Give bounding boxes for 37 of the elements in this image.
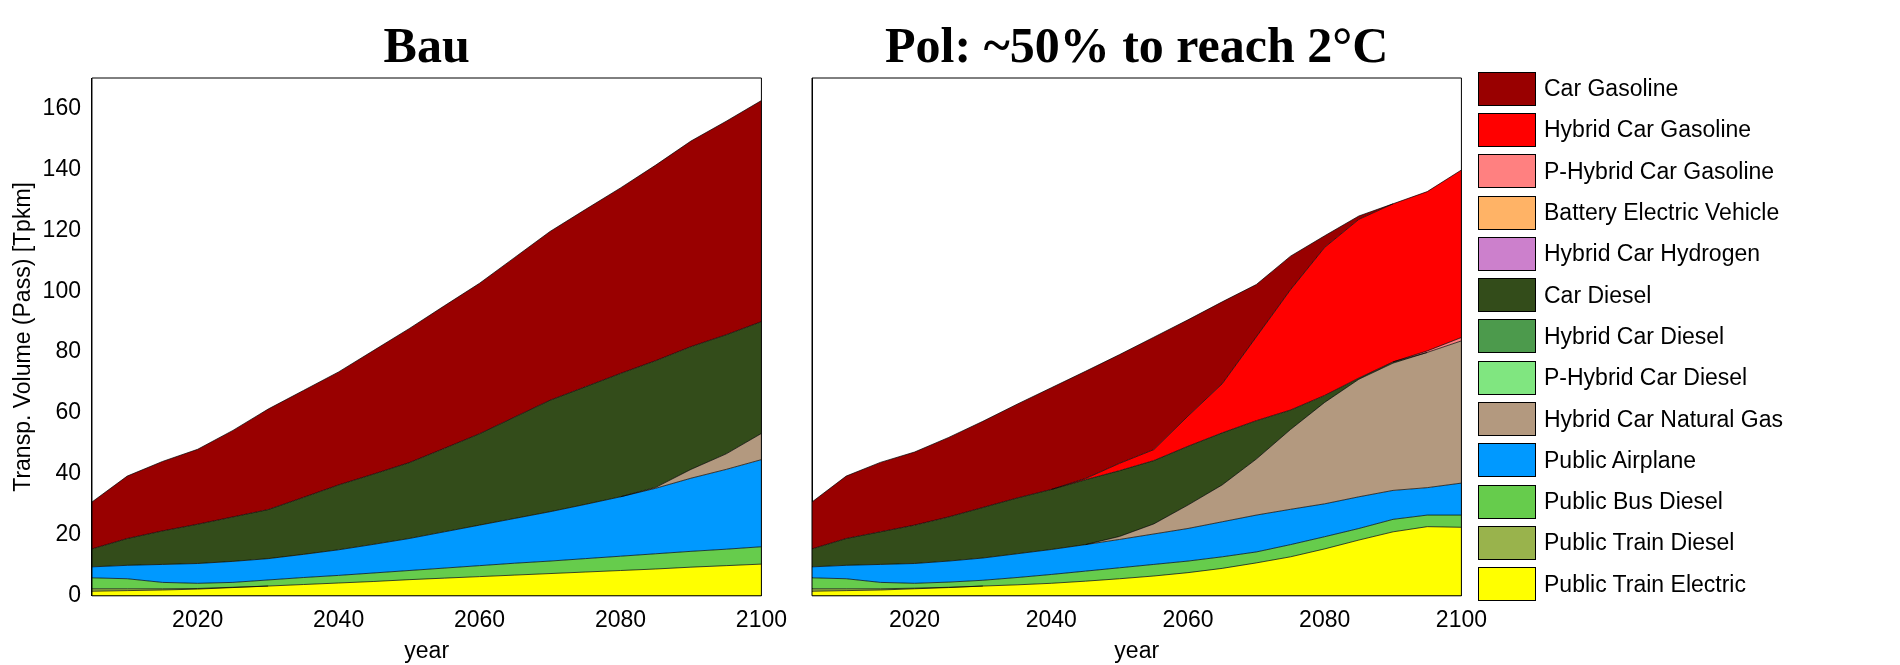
chart-title: Pol: ~50% to reach 2°C — [885, 17, 1389, 73]
x-axis-title: year — [1114, 636, 1160, 663]
legend-label: Battery Electric Vehicle — [1544, 199, 1780, 227]
legend-label: Hybrid Car Diesel — [1544, 322, 1725, 350]
legend-label: Car Gasoline — [1544, 75, 1679, 103]
x-tick-label: 2060 — [453, 605, 506, 632]
legend-label: Hybrid Car Hydrogen — [1544, 240, 1761, 268]
legend-label: Public Train Electric — [1544, 570, 1746, 598]
x-tick-label: 2100 — [1435, 605, 1487, 632]
y-tick-label: 120 — [42, 215, 81, 242]
x-tick-label: 2040 — [1025, 605, 1077, 632]
y-tick-label: 0 — [68, 581, 81, 608]
x-tick-label: 2020 — [172, 605, 224, 632]
legend-label: P-Hybrid Car Diesel — [1544, 364, 1748, 392]
legend-label: Public Train Diesel — [1544, 529, 1735, 557]
x-tick-label: 2080 — [594, 605, 647, 632]
legend-label: Public Bus Diesel — [1544, 488, 1723, 516]
x-axis-title: year — [404, 636, 450, 663]
y-tick-label: 100 — [42, 276, 81, 303]
y-tick-label: 20 — [55, 520, 81, 547]
legend-label: Hybrid Car Natural Gas — [1544, 405, 1784, 433]
y-tick-label: 140 — [42, 154, 81, 181]
legend-label: Hybrid Car Gasoline — [1544, 116, 1752, 144]
legend-label: Car Diesel — [1544, 281, 1652, 309]
y-tick-label: 160 — [42, 93, 81, 120]
legend-label: P-Hybrid Car Gasoline — [1544, 157, 1775, 185]
y-tick-label: 40 — [55, 459, 81, 486]
x-tick-label: 2060 — [1162, 605, 1214, 632]
y-tick-label: 60 — [55, 398, 81, 425]
y-axis-title: Transp. Volume (Pass) [Tpkm] — [9, 182, 36, 492]
x-tick-label: 2020 — [888, 605, 941, 632]
chart-title: Bau — [383, 17, 470, 73]
legend-label: Public Airplane — [1544, 446, 1697, 474]
x-tick-label: 2100 — [735, 605, 787, 632]
y-tick-label: 80 — [55, 337, 81, 364]
x-tick-label: 2040 — [313, 605, 365, 632]
x-tick-label: 2080 — [1299, 605, 1351, 632]
